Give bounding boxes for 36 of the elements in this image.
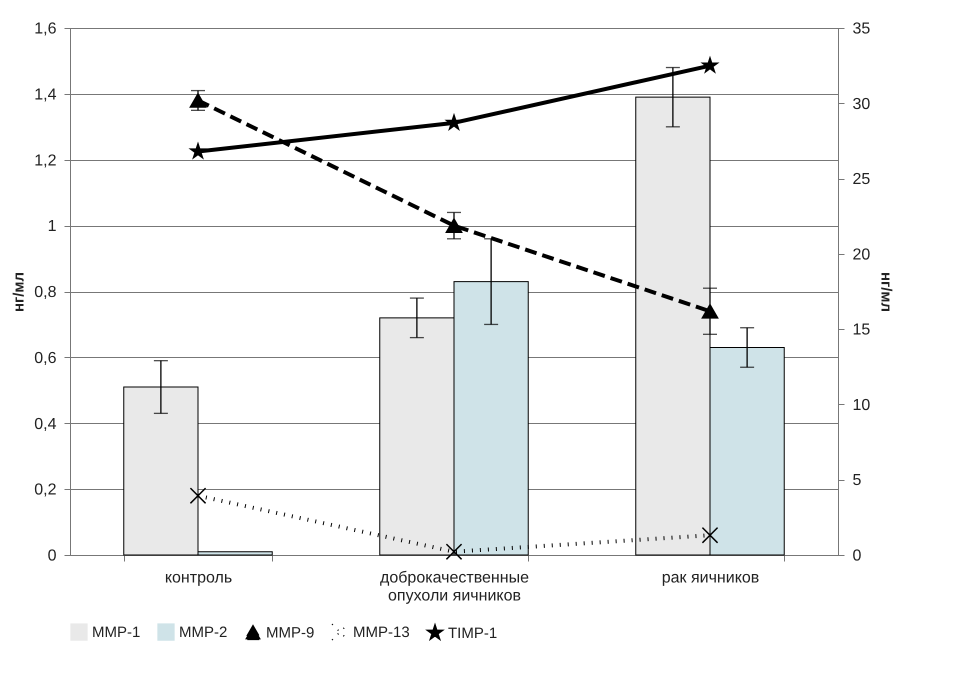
y-tick-label: 0 <box>48 548 57 564</box>
point <box>190 143 206 158</box>
y2-tick-label: 5 <box>852 472 862 490</box>
y2-tick-label: 20 <box>852 246 870 264</box>
y-tick-label: 0,4 <box>34 416 57 433</box>
y-tick-label: 1,4 <box>34 86 57 104</box>
y-axis-title: нг/мл <box>10 272 28 312</box>
point <box>702 526 718 544</box>
y-tick-label: 0,2 <box>34 482 57 499</box>
y2-tick-label: 35 <box>852 20 870 38</box>
point <box>446 218 462 233</box>
point <box>702 57 718 73</box>
point <box>702 304 718 319</box>
y2-axis-title: нг/мл <box>877 272 894 312</box>
point <box>446 543 462 560</box>
legend-label: MMP-1 <box>92 624 140 642</box>
legend-label: MMP-2 <box>179 624 228 642</box>
point <box>446 114 462 130</box>
y-tick-label: 0,6 <box>34 350 57 367</box>
point <box>190 487 206 504</box>
y-tick-label: 0,8 <box>34 284 57 301</box>
y-tick-label: 1,2 <box>34 152 57 170</box>
x-tick-label: рак яичников <box>662 570 760 586</box>
legend-label: TIMP-1 <box>448 624 498 642</box>
y-tick-label: 1 <box>48 218 57 236</box>
y-tick-label: 1,6 <box>34 20 57 38</box>
x-tick-label: контроль <box>164 570 232 586</box>
point <box>190 93 206 108</box>
x-tick-label: доброкачественные опухоли яичников <box>380 570 530 604</box>
y2-tick-label: 30 <box>852 96 870 113</box>
legend-label: MMP-13 <box>353 624 410 642</box>
y2-tick-label: 0 <box>852 548 862 564</box>
y2-tick-label: 15 <box>852 322 870 339</box>
legend-label: MMP-9 <box>266 624 314 642</box>
y2-tick-label: 10 <box>852 396 870 414</box>
y2-tick-label: 25 <box>852 171 870 188</box>
